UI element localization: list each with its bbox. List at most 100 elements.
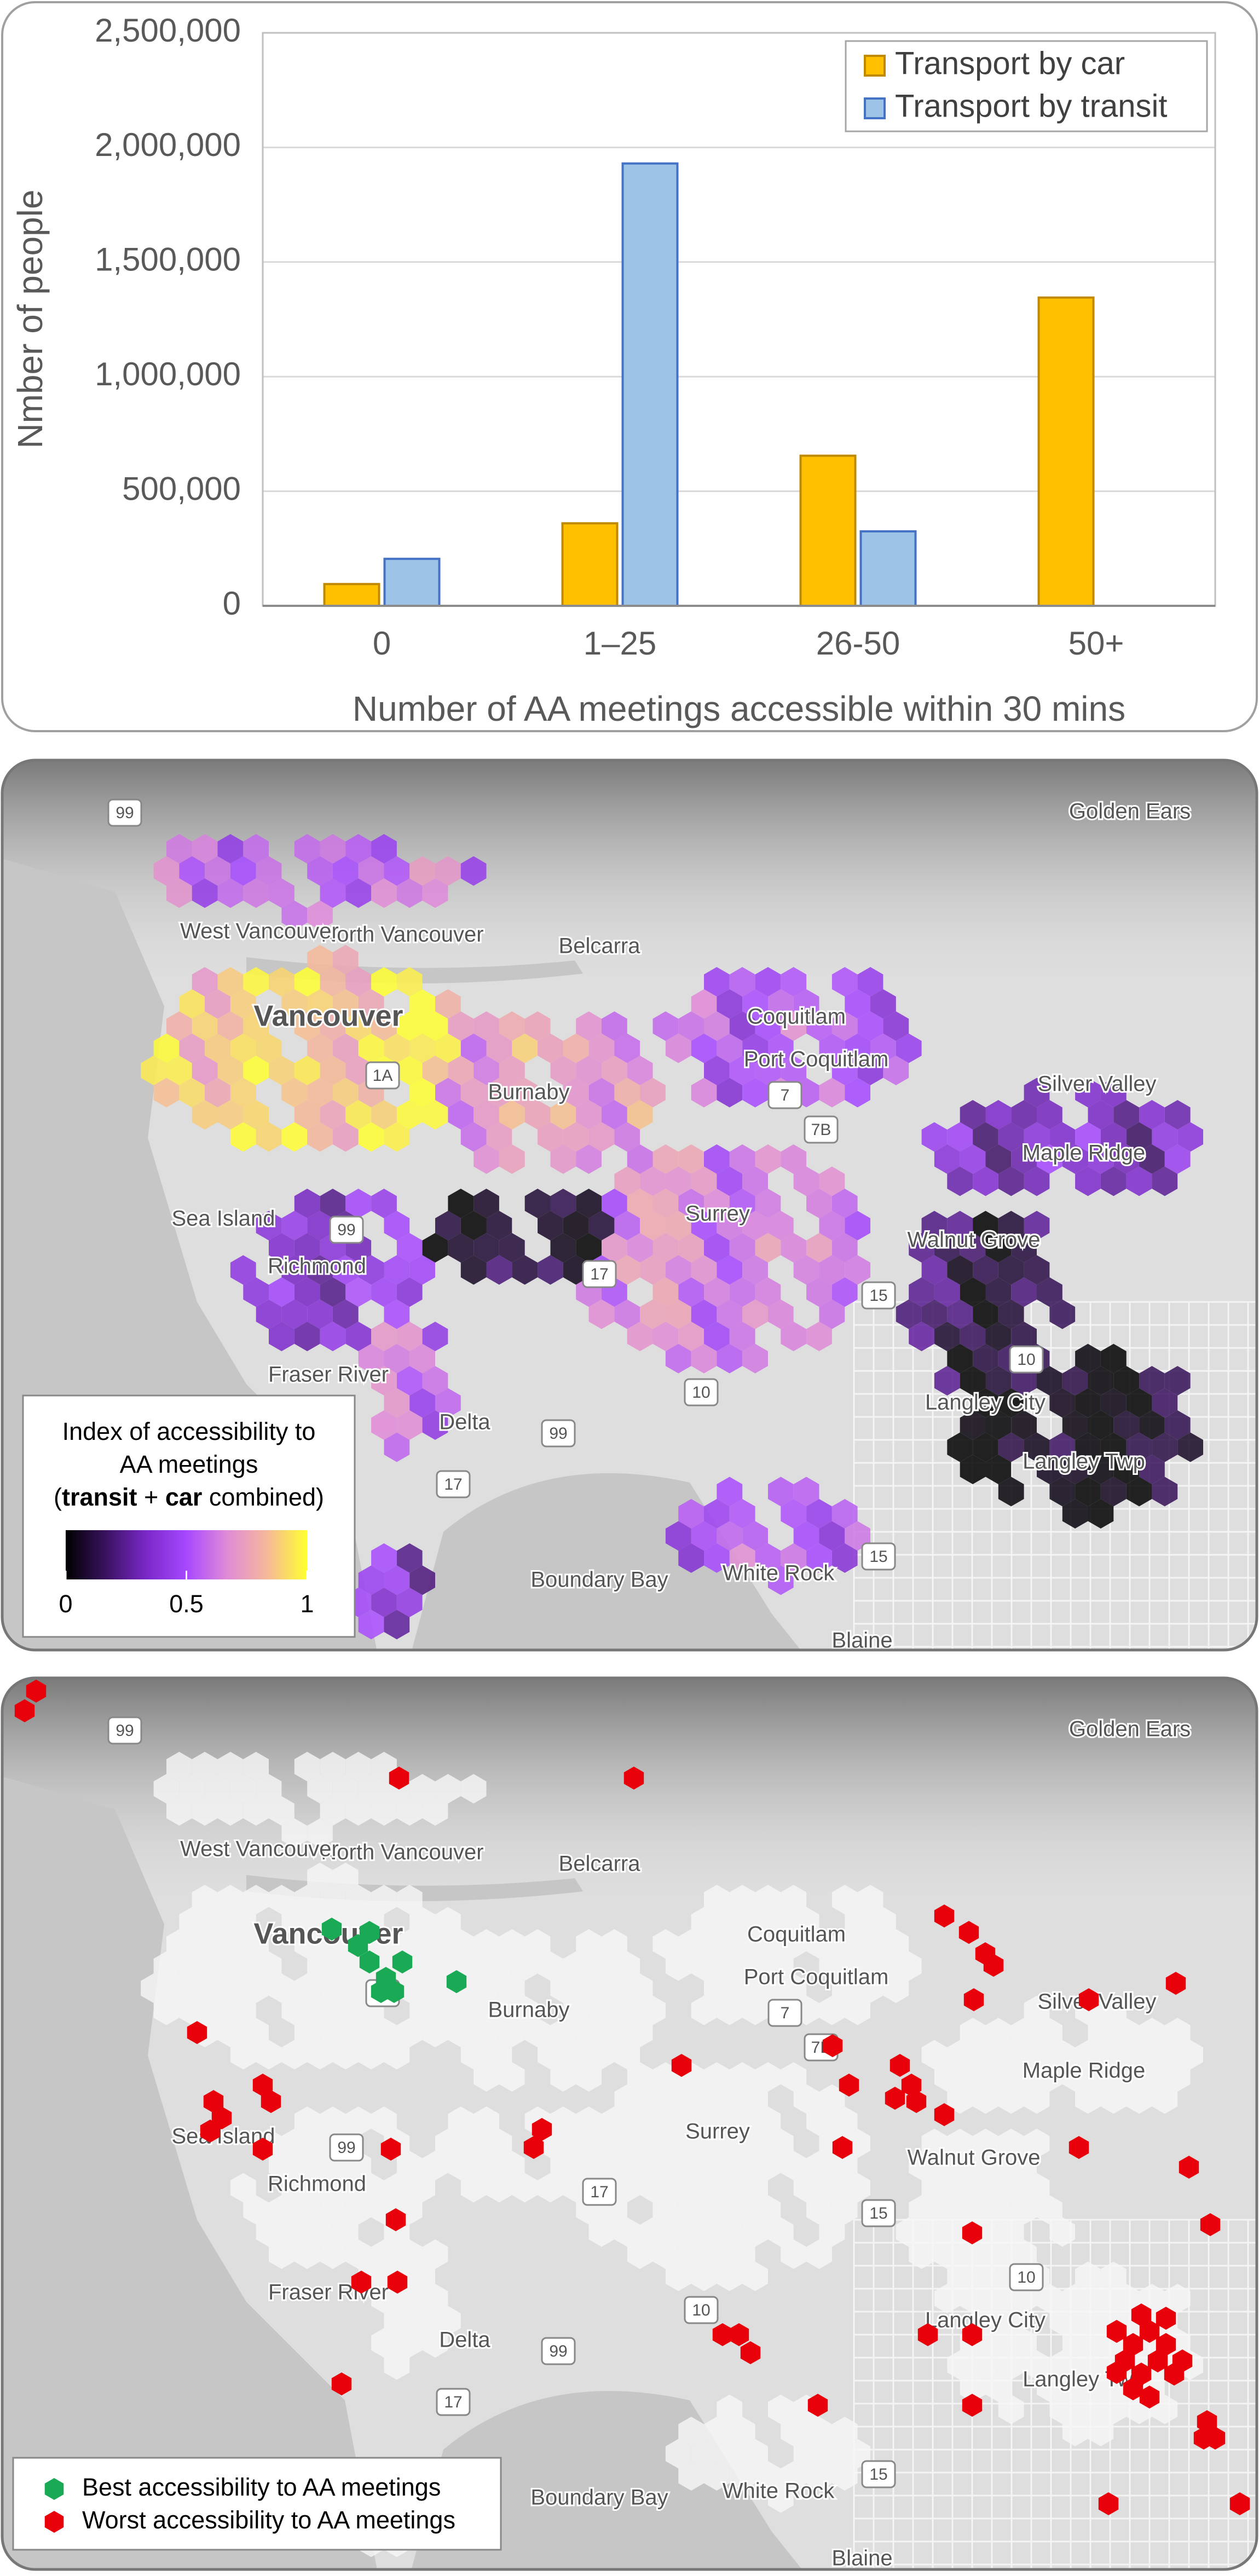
hex-cell — [831, 967, 858, 997]
hex-cell — [371, 2239, 397, 2269]
hex-cell — [960, 1144, 986, 1174]
y-tick-label: 1,500,000 — [95, 241, 241, 278]
hex-cell — [973, 1388, 998, 1418]
hex-cell — [998, 2084, 1024, 2114]
hex-cell — [768, 1211, 794, 1241]
hex-cell — [665, 1521, 691, 1551]
highway-number: 10 — [1017, 2268, 1035, 2286]
hex-cell — [153, 1033, 180, 1063]
hex-cell — [1113, 2018, 1140, 2047]
hex-cell — [371, 2106, 397, 2136]
highway-shield — [861, 2199, 896, 2227]
hex-cell — [281, 2217, 308, 2247]
hex-cell — [294, 1885, 320, 1914]
bar — [323, 583, 380, 607]
hex-cell — [576, 1144, 602, 1174]
hex-cell — [588, 2040, 615, 2070]
hex-cell — [640, 1255, 666, 1285]
hex-cell — [281, 1818, 308, 1848]
hex-cell — [819, 1078, 845, 1108]
hex-cell — [563, 2040, 589, 2070]
hex-cell — [729, 2151, 755, 2180]
hex-cell — [831, 1056, 858, 1085]
hex-cell — [665, 2128, 691, 2158]
hex-cell — [665, 1166, 691, 1196]
hex-cell — [602, 1233, 627, 1263]
hex-cell — [793, 2173, 819, 2203]
hex-cell — [307, 2173, 333, 2203]
hex-cell — [371, 1100, 397, 1130]
hex-cell — [422, 1410, 448, 1440]
hex-cell — [781, 1011, 807, 1041]
hex-cell — [998, 2217, 1024, 2247]
hex-cell — [512, 1033, 538, 1063]
hex-cell — [230, 1907, 256, 1937]
hex-cell — [665, 1211, 691, 1241]
y-tick-label: 0 — [223, 585, 241, 622]
hex-cell — [1100, 1122, 1127, 1152]
legend-hex — [44, 2478, 64, 2500]
hex-cell — [614, 1166, 640, 1196]
hex-cell — [307, 1255, 333, 1285]
hex-cell — [192, 878, 218, 908]
hex-cell — [192, 1973, 218, 2003]
hex-cell — [217, 1885, 244, 1914]
hex-cell — [550, 2062, 576, 2092]
hex-cell — [614, 1951, 640, 1981]
hex-cell — [1062, 2062, 1088, 2092]
hex-cell — [665, 1255, 691, 1285]
hex-cell — [192, 1885, 218, 1914]
hex-cell — [473, 1929, 499, 1959]
hex-cell — [870, 989, 896, 1019]
hex-cell — [1088, 1455, 1114, 1484]
hex-cell — [742, 2217, 768, 2247]
hex-cell — [307, 1299, 333, 1329]
hex-cell — [396, 1277, 423, 1307]
hex-cell — [499, 1100, 525, 1130]
hex-cell — [332, 1299, 359, 1329]
hex-cell — [371, 967, 397, 997]
highway-number: 99 — [549, 1425, 567, 1443]
hex-cell — [307, 1818, 333, 1848]
hex-cell — [422, 1011, 448, 1041]
worst-hex — [885, 2087, 905, 2110]
hex-cell — [307, 1033, 333, 1063]
hex-cell — [627, 1144, 653, 1174]
place-label: Maple Ridge — [1023, 1141, 1146, 1165]
hex-cell — [550, 1056, 576, 1085]
hex-cell — [473, 1011, 499, 1041]
highway-number: 17 — [590, 1265, 608, 1283]
hex-cell — [691, 1995, 717, 2025]
hex-cell — [217, 1752, 244, 1781]
hex-cell — [704, 967, 730, 997]
hex-cell — [947, 1166, 973, 1196]
hex-cell — [742, 1344, 768, 1374]
worst-hex — [14, 1699, 35, 1722]
hex-cell — [358, 856, 384, 886]
hex-cell — [704, 2417, 730, 2446]
hex-cell — [781, 1973, 807, 2003]
hex-cell — [1024, 1078, 1050, 1108]
hex-cell — [704, 1973, 730, 2003]
hex-cell — [345, 2195, 372, 2225]
hex-cell — [755, 1885, 781, 1914]
hex-cell — [1049, 2040, 1076, 2070]
hex-cell — [358, 1610, 384, 1640]
hex-cell — [358, 1122, 384, 1152]
hex-cell — [896, 1951, 922, 1981]
highway-shield — [541, 1419, 576, 1448]
hex-cell — [960, 1233, 986, 1263]
hex-cell — [332, 1951, 359, 1981]
hex-cell — [691, 1299, 717, 1329]
worst-hex — [1139, 2386, 1160, 2409]
hex-cell — [781, 1543, 807, 1573]
y-tick-label: 2,000,000 — [95, 126, 241, 163]
hex-cell — [588, 2217, 615, 2247]
hex-cell — [678, 1011, 704, 1041]
hex-cell — [460, 1995, 487, 2025]
hex-cell — [1152, 1432, 1178, 1462]
hex-cell — [985, 2372, 1012, 2402]
hex-cell — [486, 2040, 512, 2070]
hex-cell — [230, 1033, 256, 1063]
